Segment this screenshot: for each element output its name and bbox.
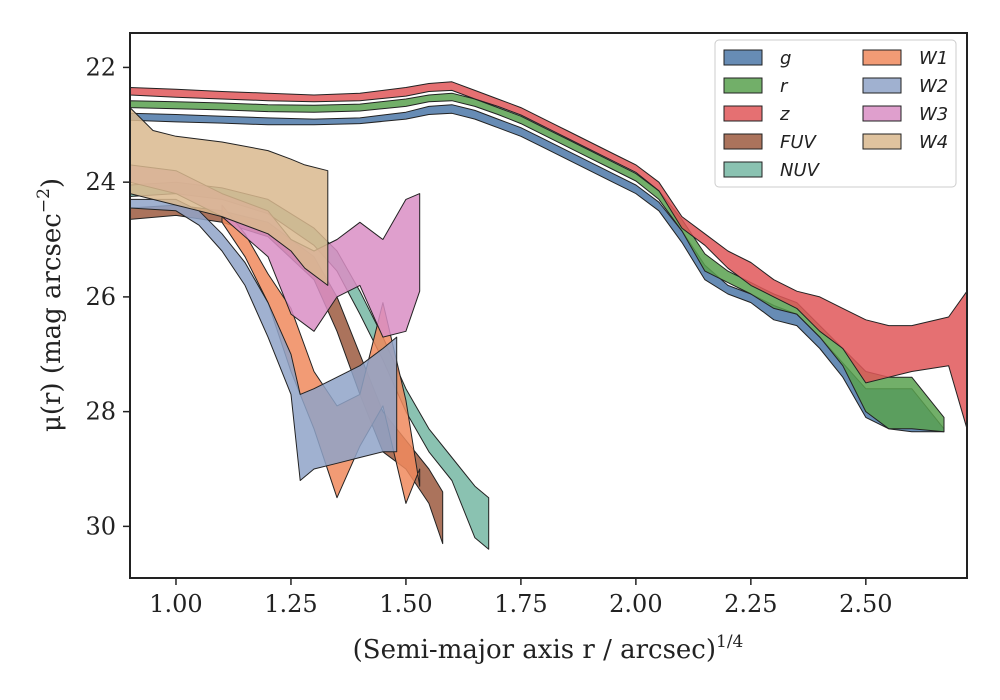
legend-label-w3: W3 <box>919 104 948 125</box>
legend-label-z: z <box>779 104 790 125</box>
legend-swatch-nuv <box>723 161 763 178</box>
legend-swatch-w1 <box>862 49 902 66</box>
band-r <box>129 92 945 433</box>
x-tick-label: 1.50 <box>379 590 432 618</box>
legend-swatch-r <box>723 77 763 94</box>
y-tick-label: 30 <box>85 512 116 540</box>
band-w2 <box>129 198 398 481</box>
legend-label-r: r <box>780 76 789 97</box>
x-axis-label: (Semi-major axis r / arcsec)1/4 <box>353 632 744 665</box>
legend-swatch-w2 <box>862 77 902 94</box>
plot-bands <box>129 81 968 550</box>
legend-box <box>714 39 957 188</box>
legend-swatch-g <box>723 49 763 66</box>
plot-frame <box>129 32 968 579</box>
legend-label-nuv: NUV <box>780 160 821 181</box>
legend-swatch-w4 <box>862 133 902 150</box>
legend-label-fuv: FUV <box>780 132 818 153</box>
y-ticks: 22 24 26 28 30 <box>85 53 130 540</box>
x-tick-label: 2.50 <box>839 590 892 618</box>
legend: grz FUV NUV W1 W2 W3 W4 <box>714 39 957 188</box>
x-tick-label: 2.25 <box>724 590 777 618</box>
x-tick-label: 2.00 <box>609 590 662 618</box>
y-tick-label: 28 <box>85 398 116 426</box>
legend-label-w2: W2 <box>919 76 948 97</box>
x-tick-label: 1.75 <box>494 590 547 618</box>
legend-label-w1: W1 <box>919 48 948 69</box>
legend-label-g: g <box>780 48 791 69</box>
legend-swatch-w3 <box>862 105 902 122</box>
band-w4 <box>129 107 329 286</box>
legend-label-w4: W4 <box>919 132 948 153</box>
x-tick-label: 1.00 <box>149 590 202 618</box>
y-tick-label: 24 <box>85 168 116 196</box>
legend-swatch-fuv <box>723 133 763 150</box>
x-ticks: 1.00 1.25 1.50 1.75 2.00 2.25 2.50 <box>149 578 893 618</box>
y-axis-label: μ(r) (mag arcsec−2) <box>34 178 67 432</box>
y-tick-label: 22 <box>85 53 116 81</box>
x-tick-label: 1.25 <box>264 590 317 618</box>
y-tick-label: 26 <box>85 283 116 311</box>
legend-swatch-z <box>723 105 763 122</box>
